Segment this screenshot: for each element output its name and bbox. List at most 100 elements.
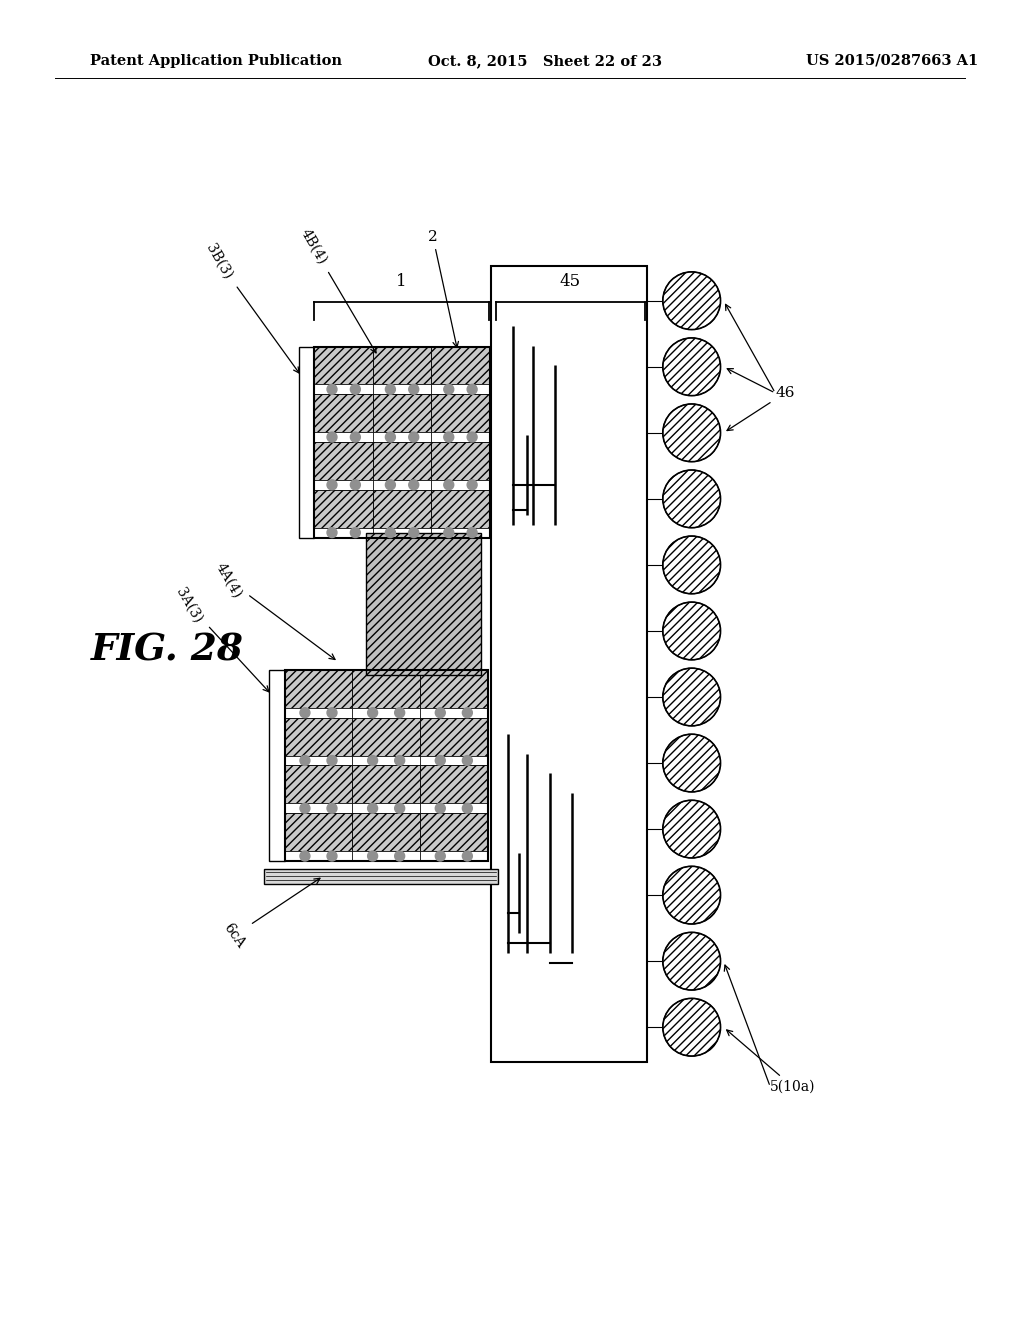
Circle shape <box>467 528 477 537</box>
Bar <box>314 442 373 480</box>
Bar <box>373 528 431 537</box>
Circle shape <box>350 480 360 490</box>
Bar <box>285 671 352 708</box>
Bar <box>264 869 498 884</box>
Text: 4B(4): 4B(4) <box>298 227 376 352</box>
Circle shape <box>409 480 419 490</box>
Bar <box>420 708 487 718</box>
Circle shape <box>327 851 337 861</box>
Circle shape <box>368 851 378 861</box>
Circle shape <box>663 866 721 924</box>
Bar <box>431 395 489 432</box>
Bar <box>285 851 352 861</box>
Bar <box>431 432 489 442</box>
Bar <box>420 755 487 766</box>
Circle shape <box>663 338 721 396</box>
Circle shape <box>394 755 404 766</box>
Circle shape <box>467 480 477 490</box>
Circle shape <box>327 528 337 537</box>
Circle shape <box>467 432 477 442</box>
Text: Patent Application Publication: Patent Application Publication <box>89 54 342 67</box>
Circle shape <box>663 734 721 792</box>
Circle shape <box>409 432 419 442</box>
Bar <box>285 804 352 813</box>
Bar <box>314 384 373 395</box>
Bar <box>314 395 373 432</box>
Bar <box>431 480 489 490</box>
Circle shape <box>327 480 337 490</box>
Circle shape <box>394 851 404 861</box>
Circle shape <box>327 432 337 442</box>
Bar <box>285 766 352 804</box>
Bar <box>285 718 352 755</box>
Circle shape <box>327 384 337 395</box>
Text: US 2015/0287663 A1: US 2015/0287663 A1 <box>806 54 978 67</box>
Circle shape <box>443 480 454 490</box>
Bar <box>431 384 489 395</box>
Circle shape <box>663 536 721 594</box>
Bar <box>285 755 352 766</box>
Bar <box>352 755 420 766</box>
Circle shape <box>663 668 721 726</box>
Bar <box>314 347 373 384</box>
Circle shape <box>443 384 454 395</box>
Bar <box>431 528 489 537</box>
Text: 5(10a): 5(10a) <box>727 1030 816 1094</box>
Text: 4A(4): 4A(4) <box>213 560 335 660</box>
Circle shape <box>663 932 721 990</box>
Bar <box>420 766 487 804</box>
Bar <box>299 347 314 537</box>
Bar <box>268 671 285 861</box>
Circle shape <box>443 432 454 442</box>
Bar <box>285 671 487 861</box>
Bar <box>431 347 489 384</box>
Circle shape <box>409 528 419 537</box>
Circle shape <box>350 528 360 537</box>
Bar <box>420 813 487 851</box>
Circle shape <box>435 708 445 718</box>
Bar <box>373 442 431 480</box>
Circle shape <box>327 804 337 813</box>
Circle shape <box>463 708 472 718</box>
Bar <box>373 490 431 528</box>
Bar <box>373 347 431 384</box>
Circle shape <box>385 384 395 395</box>
Bar <box>352 766 420 804</box>
Bar <box>352 851 420 861</box>
Bar <box>352 708 420 718</box>
Bar <box>352 813 420 851</box>
Bar <box>314 480 373 490</box>
Bar <box>490 265 647 1063</box>
Text: 46: 46 <box>727 385 795 430</box>
Circle shape <box>368 804 378 813</box>
Bar <box>420 671 487 708</box>
Bar <box>314 347 489 537</box>
Circle shape <box>435 755 445 766</box>
Text: 2: 2 <box>428 230 459 347</box>
Circle shape <box>435 851 445 861</box>
Circle shape <box>394 708 404 718</box>
Bar <box>373 432 431 442</box>
Text: 1: 1 <box>396 273 407 290</box>
Circle shape <box>368 708 378 718</box>
Bar <box>373 384 431 395</box>
Bar <box>373 395 431 432</box>
Circle shape <box>327 708 337 718</box>
Bar <box>420 804 487 813</box>
Circle shape <box>663 470 721 528</box>
Circle shape <box>385 480 395 490</box>
Circle shape <box>300 851 310 861</box>
Bar <box>420 718 487 755</box>
Circle shape <box>385 528 395 537</box>
Text: 45: 45 <box>560 273 581 290</box>
Bar <box>285 813 352 851</box>
Circle shape <box>350 384 360 395</box>
Circle shape <box>663 404 721 462</box>
Circle shape <box>350 432 360 442</box>
Bar <box>314 490 373 528</box>
Circle shape <box>443 528 454 537</box>
Circle shape <box>435 804 445 813</box>
Circle shape <box>394 804 404 813</box>
Circle shape <box>368 755 378 766</box>
Circle shape <box>663 998 721 1056</box>
